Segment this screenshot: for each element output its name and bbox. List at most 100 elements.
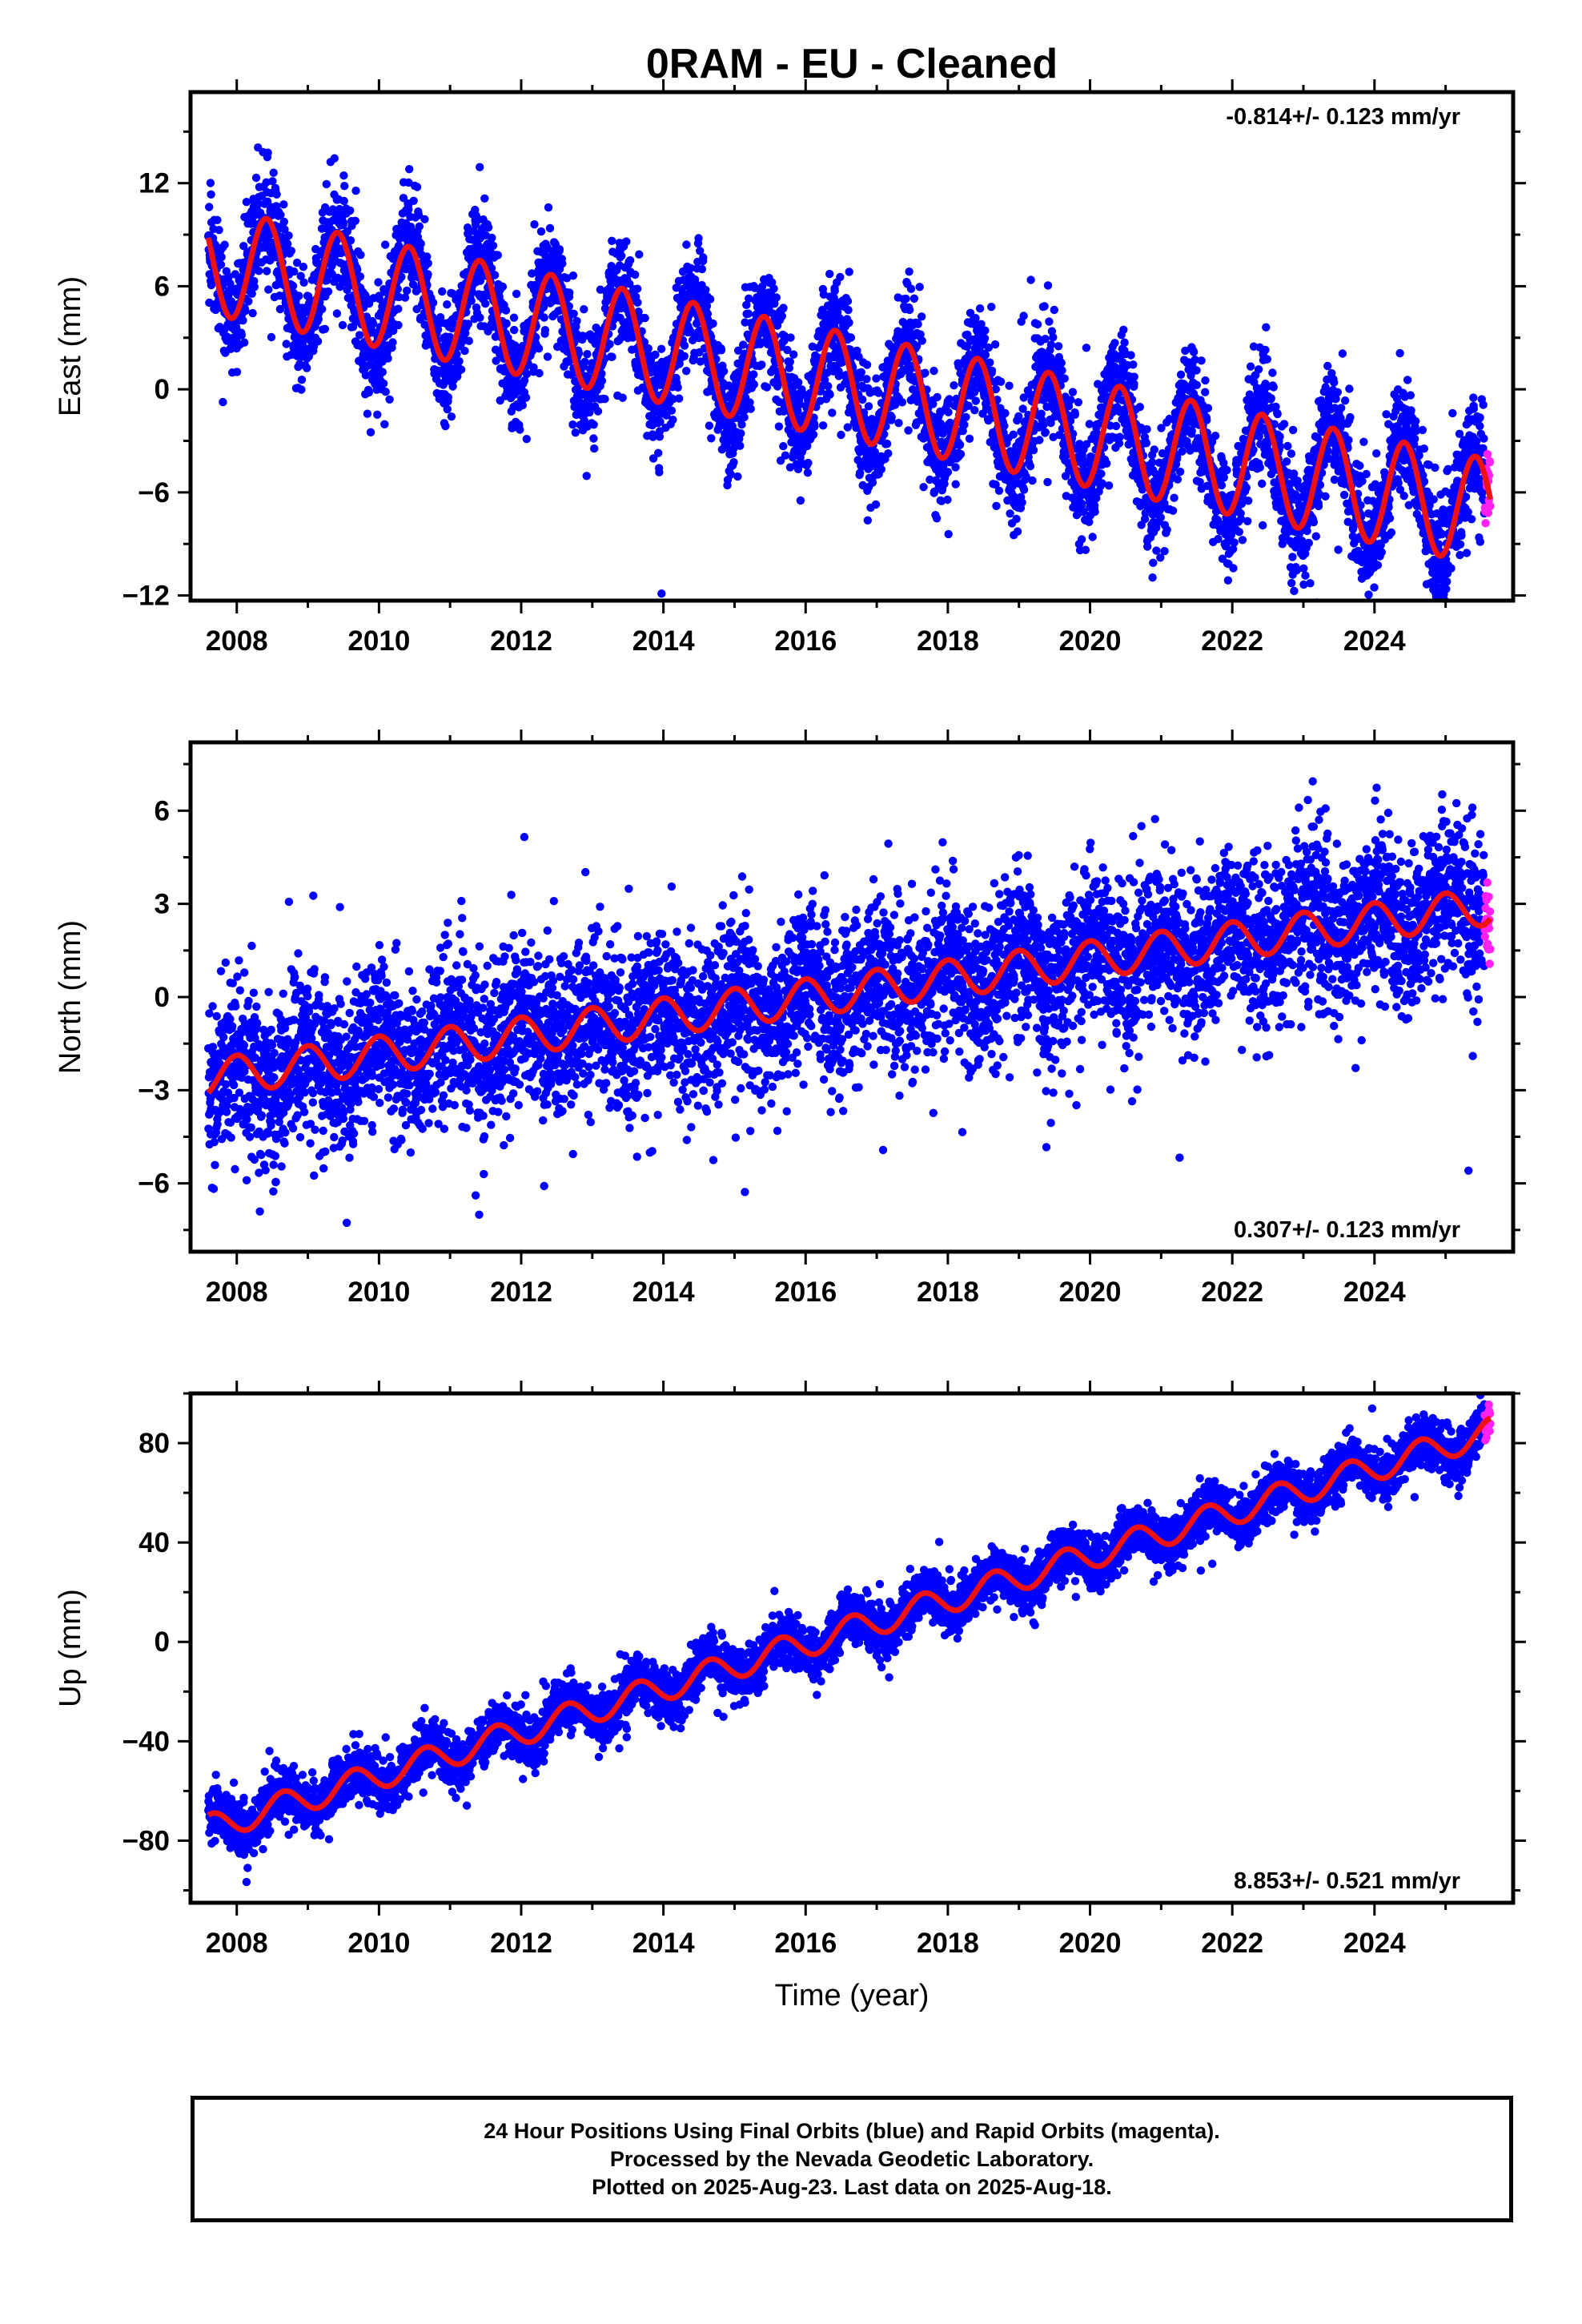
final-point-east-1682 [553, 342, 562, 352]
final-point-east-1083 [428, 298, 438, 308]
final-point-east-3079 [845, 267, 853, 276]
final-point-east-2127 [648, 432, 657, 441]
final-point-east-4750 [1197, 356, 1206, 365]
final-point-east-2285 [682, 367, 691, 376]
final-point-east-2346 [694, 234, 703, 243]
final-point-east-3484 [930, 366, 938, 376]
final-point-east-4857 [1219, 473, 1229, 482]
final-point-east-1151 [443, 300, 452, 309]
final-point-east-3370 [905, 305, 914, 315]
final-point-east-655 [340, 182, 349, 191]
final-point-east-2220 [669, 416, 677, 424]
final-point-east-772 [364, 388, 373, 397]
final-point-east-14 [207, 190, 215, 199]
final-point-east-318 [271, 253, 279, 262]
final-point-east-1595 [535, 368, 544, 378]
final-point-east-1901 [600, 395, 609, 404]
final-point-east-1848 [589, 420, 598, 429]
final-point-east-3553 [944, 529, 953, 539]
final-point-east-4084 [1057, 359, 1066, 368]
final-point-east-4098 [1060, 374, 1069, 383]
final-point-east-4387 [1120, 338, 1129, 347]
figure-title: 0RAM - EU - Cleaned [646, 41, 1058, 87]
final-point-east-1618 [540, 313, 548, 322]
final-point-east-717 [353, 265, 362, 274]
final-point-east-4902 [1230, 538, 1239, 547]
final-point-east-4554 [1156, 513, 1166, 522]
final-point-east-1052 [423, 252, 432, 261]
final-point-east-1847 [589, 434, 598, 443]
final-point-east-4524 [1150, 445, 1159, 454]
final-point-east-2168 [656, 344, 666, 353]
final-point-east-4246 [1090, 507, 1099, 517]
final-point-east-2129 [648, 454, 658, 463]
final-point-east-2908 [810, 422, 819, 431]
final-point-east-3838 [1006, 509, 1014, 518]
final-point-east-220 [250, 283, 259, 292]
final-point-east-1815 [582, 472, 591, 480]
final-point-east-3552 [944, 408, 953, 416]
final-point-east-4898 [1229, 564, 1238, 573]
final-point-east-457 [299, 263, 308, 271]
final-point-east-3937 [1026, 275, 1035, 284]
final-point-east-2750 [777, 312, 786, 320]
final-point-east-3672 [970, 406, 979, 415]
final-point-east-97 [224, 272, 233, 281]
final-point-east-1014 [415, 222, 424, 231]
final-point-east-849 [380, 420, 389, 428]
final-point-east-3499 [932, 514, 942, 523]
final-point-east-634 [335, 282, 344, 292]
final-point-east-1740 [565, 288, 574, 297]
final-point-east-4966 [1243, 517, 1252, 525]
final-point-east-3834 [1005, 381, 1014, 390]
final-point-east-3074 [844, 305, 853, 315]
final-point-east-310 [269, 168, 278, 177]
final-point-east-1352 [484, 223, 493, 232]
final-point-east-3608 [956, 449, 966, 459]
final-point-east-2983 [825, 390, 834, 399]
final-point-east-4970 [1244, 497, 1253, 505]
final-point-east-211 [248, 308, 257, 318]
final-point-east-986 [408, 280, 418, 289]
final-point-east-2276 [680, 352, 689, 360]
final-point-east-3078 [845, 318, 853, 328]
final-point-east-373 [282, 340, 291, 348]
final-point-east-517 [311, 244, 320, 254]
final-point-east-3143 [858, 395, 867, 404]
final-point-east-3442 [921, 368, 930, 377]
final-point-east-2766 [781, 451, 790, 460]
final-point-east-2409 [707, 434, 716, 443]
final-point-east-3720 [981, 326, 990, 335]
final-point-east-158 [237, 331, 246, 340]
final-point-east-2567 [740, 412, 749, 422]
final-point-east-2152 [654, 448, 663, 457]
final-point-east-2516 [729, 458, 738, 467]
final-point-east-3434 [919, 483, 928, 492]
final-point-east-3855 [1009, 430, 1018, 439]
final-point-east-4716 [1189, 348, 1199, 356]
final-point-east-3766 [990, 340, 1000, 349]
final-point-east-3904 [1019, 393, 1029, 402]
final-point-east-4870 [1223, 465, 1231, 475]
final-point-east-3377 [906, 284, 916, 293]
final-point-east-2369 [699, 253, 708, 262]
final-point-east-946 [400, 293, 410, 302]
final-point-east-1269 [467, 296, 476, 305]
final-point-east-3605 [955, 440, 965, 449]
final-point-east-1486 [512, 289, 521, 299]
final-point-east-1011 [414, 211, 424, 219]
final-point-east-1573 [530, 220, 539, 229]
final-point-east-11 [206, 179, 215, 187]
final-point-east-3550 [943, 468, 953, 476]
final-point-east-937 [399, 194, 408, 203]
final-point-east-2805 [789, 350, 798, 359]
final-point-east-4181 [1077, 535, 1086, 544]
final-point-east-2973 [824, 382, 833, 391]
final-point-east-1437 [502, 319, 511, 328]
final-point-east-812 [373, 410, 382, 419]
final-point-east-4654 [1176, 370, 1186, 379]
final-point-east-65 [217, 252, 226, 262]
final-point-east-609 [330, 154, 339, 163]
final-point-east-2062 [635, 250, 644, 259]
